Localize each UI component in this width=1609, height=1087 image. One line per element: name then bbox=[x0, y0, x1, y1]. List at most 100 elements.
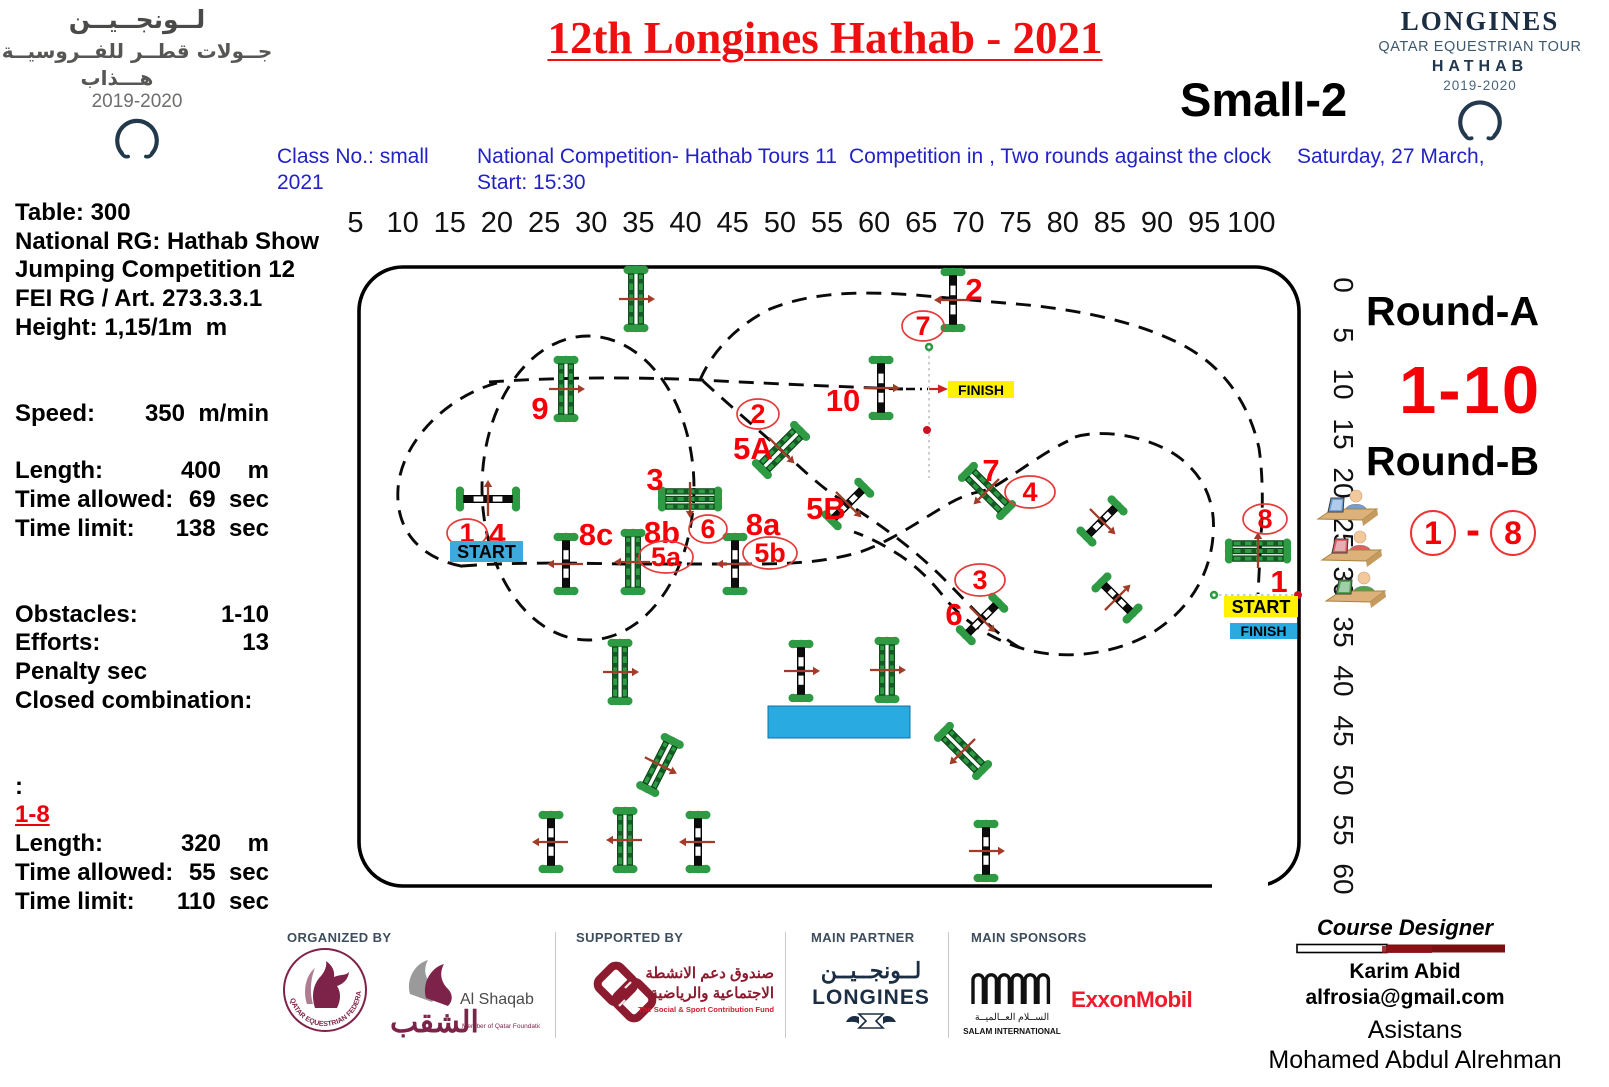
jump-arrow-head bbox=[1253, 532, 1263, 539]
info-row-label: Efforts: bbox=[15, 629, 101, 657]
jump-direction-arrow bbox=[969, 606, 992, 629]
info-row-label: FEI RG / Art. 273.3.3.1 bbox=[15, 285, 263, 313]
roundb-circle-8 bbox=[1242, 503, 1288, 535]
competition-start-time: Start: 15:30 bbox=[477, 170, 586, 194]
al-shaqab-logo: الشقب Al Shaqab Member of Qatar Foundati… bbox=[390, 960, 540, 1039]
obstacle-label-10: 10 bbox=[826, 383, 860, 418]
info-row-7: Speed: 350 m/min bbox=[15, 400, 269, 429]
jump-wing-cap bbox=[957, 461, 978, 482]
jump-wing-cap bbox=[940, 323, 966, 333]
designer-divider-bar bbox=[1296, 943, 1505, 954]
roundb-number-6: 6 bbox=[700, 514, 715, 544]
info-row-22: Length: 320 m bbox=[15, 830, 269, 859]
h-scale-100: 100 bbox=[1227, 207, 1276, 239]
jump-wing-cap bbox=[854, 477, 875, 498]
salam-international-logo: الســلام العــالميــة SALAM INTERNATIONA… bbox=[963, 973, 1061, 1036]
jump-wing-cap bbox=[636, 781, 660, 797]
judge-desk-icon bbox=[1320, 530, 1383, 567]
h-scale-80: 80 bbox=[1046, 207, 1079, 239]
obstacle-label-8a: 8a bbox=[746, 507, 781, 542]
jump-wing-cap bbox=[874, 636, 900, 646]
h-scale-75: 75 bbox=[999, 207, 1032, 239]
jump-arrow-head bbox=[786, 455, 795, 464]
qatar-equestrian-federation-logo: QATAR EQUESTRIAN FEDERATION bbox=[277, 946, 367, 1032]
jump-arrow-head bbox=[998, 846, 1005, 856]
jump-arrow-head bbox=[893, 383, 900, 393]
alshaqab-name: Al Shaqab bbox=[460, 991, 534, 1008]
info-row-value: 350 m/min bbox=[144, 399, 269, 427]
jump-direction-arrow bbox=[1089, 508, 1112, 531]
jump-wing-cap bbox=[685, 810, 711, 820]
info-row-value: 320 m bbox=[180, 830, 269, 858]
info-row-label: Table: 300 bbox=[15, 199, 131, 226]
timing-cell-green-core bbox=[1212, 593, 1216, 597]
fund-english: The Social & Sport Contribution Fund bbox=[638, 1005, 774, 1014]
salam-arabic: الســلام العــالميــة bbox=[975, 1012, 1049, 1023]
round-b-start-label: START bbox=[450, 541, 523, 562]
salam-wordmark: SALAM INTERNATIONAL bbox=[963, 1027, 1061, 1036]
roundb-circle-3 bbox=[954, 563, 1006, 597]
h-scale-20: 20 bbox=[480, 207, 514, 239]
jump-wing-cap bbox=[607, 638, 633, 648]
info-row-11: Time limit: 138 sec bbox=[15, 515, 269, 544]
jump-arrow-head bbox=[648, 294, 655, 304]
jump-low-e bbox=[933, 721, 993, 781]
jump-wing-cap bbox=[538, 810, 564, 820]
jump-direction-arrow bbox=[1104, 588, 1127, 611]
jump-1 bbox=[1224, 532, 1292, 568]
info-row-value: 110 sec bbox=[176, 887, 269, 915]
roundb-number-1: 1 bbox=[459, 518, 474, 548]
jump-arrow-head bbox=[668, 766, 677, 775]
round-a-obstacle-range: 1-10 bbox=[1399, 353, 1542, 428]
judge-desk-icon bbox=[1316, 489, 1379, 526]
jump-arrow-head bbox=[1122, 584, 1131, 593]
longines-arabic: لــونجــيــن bbox=[821, 958, 921, 984]
info-row-value: 1-10 bbox=[220, 600, 269, 628]
jump-low-a bbox=[603, 638, 639, 706]
jump-6 bbox=[955, 592, 1009, 646]
class-name-title: Small-2 bbox=[1180, 73, 1348, 126]
h-scale-5: 5 bbox=[347, 207, 364, 239]
info-row-24: Time limit: 110 sec bbox=[15, 888, 269, 917]
obstacle-label-6: 6 bbox=[945, 597, 962, 632]
info-row-label: Closed combination: bbox=[15, 686, 253, 714]
roundb-number-5b: 5b bbox=[754, 538, 786, 568]
competition-name: National Competition- Hathab Tours 11 bbox=[477, 145, 837, 168]
sport-contribution-fund-logo: صندوق دعم الانشطة الاجتماعية والرياضية T… bbox=[593, 961, 774, 1023]
course-track-loop bbox=[480, 334, 696, 642]
obstacle-label-2: 2 bbox=[965, 272, 982, 307]
info-row-label: Length: bbox=[15, 457, 103, 485]
longines-partner-logo: لــونجــيــن LONGINES bbox=[812, 958, 929, 1029]
arena-border-gap bbox=[1212, 880, 1268, 892]
info-row-label: Time limit: bbox=[15, 887, 135, 915]
info-row-label: Penalty sec bbox=[15, 658, 148, 685]
jump-wing-cap bbox=[790, 420, 811, 441]
course-track-3 bbox=[702, 379, 1023, 651]
jump-bot-d bbox=[969, 819, 1005, 883]
round-a-finish-label: FINISH bbox=[948, 381, 1014, 398]
logo-left-longines-arabic: لــونجــيــن bbox=[68, 5, 206, 34]
judges-desks-icons bbox=[1316, 489, 1387, 608]
jump-arrow-head bbox=[606, 835, 613, 845]
jump-bot-b bbox=[606, 806, 642, 874]
arena-border bbox=[357, 265, 1301, 888]
sponsor-divider bbox=[948, 932, 949, 1038]
info-row-label: 1-8 bbox=[15, 801, 50, 829]
roundb-number-4: 4 bbox=[1022, 477, 1037, 507]
h-scale-35: 35 bbox=[622, 207, 655, 239]
class-info-date: Saturday, 27 March, bbox=[1297, 145, 1485, 168]
jump-5B bbox=[821, 477, 875, 531]
round-b-from-circled: 1 bbox=[1410, 510, 1456, 556]
roundb-number-2: 2 bbox=[750, 399, 765, 429]
jump-mid-a bbox=[1076, 495, 1128, 547]
assistant-name: Mohamed Abdul Alrehman bbox=[1268, 1046, 1562, 1074]
jump-direction-arrow bbox=[953, 738, 976, 761]
info-row-value: 55 sec bbox=[188, 858, 269, 886]
page-title: 12th Longines Hathab - 2021 bbox=[547, 13, 1103, 63]
supported-by-label: SUPPORTED BY bbox=[576, 930, 684, 945]
jump-wing-cap bbox=[713, 486, 723, 512]
logo-right-years: 2019-2020 bbox=[1443, 78, 1517, 93]
course-track-2 bbox=[853, 432, 1215, 657]
jump-wing-cap bbox=[657, 486, 667, 512]
